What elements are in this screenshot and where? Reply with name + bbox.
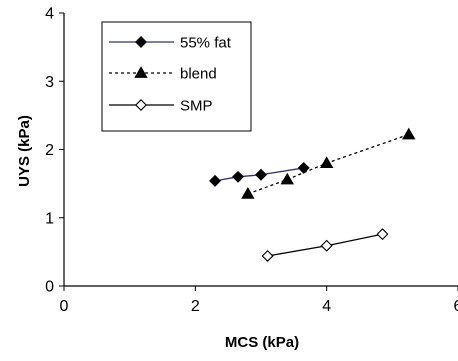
legend-item: 55% fat — [109, 35, 232, 52]
data-point — [402, 127, 416, 140]
data-point — [320, 239, 333, 252]
series-line — [247, 133, 409, 195]
series-2 — [241, 127, 416, 199]
data-point — [209, 174, 222, 187]
data-point — [280, 172, 294, 185]
axes: 0 1 2 3 4 0 2 4 6 — [45, 6, 458, 315]
y-tick-label: 2 — [45, 142, 54, 159]
series-layer — [209, 127, 416, 262]
y-tick-label: 0 — [45, 279, 54, 296]
y-tick-label: 3 — [45, 74, 54, 91]
x-tick-label: 2 — [191, 298, 200, 315]
x-axis-title: MCS (kPa) — [225, 334, 299, 351]
legend: 55% fat blend SMP — [101, 21, 252, 132]
data-point — [232, 170, 244, 183]
x-tick-label: 4 — [322, 298, 331, 315]
legend-label: SMP — [180, 98, 213, 115]
series-1 — [209, 161, 310, 187]
legend-swatch-marker — [135, 36, 147, 48]
legend-item: SMP — [109, 98, 213, 115]
data-point — [261, 249, 274, 262]
y-tick-label: 1 — [45, 210, 54, 227]
y-tick-label: 4 — [45, 6, 54, 23]
data-point — [297, 161, 310, 174]
data-point — [319, 156, 334, 169]
series-3 — [261, 228, 389, 262]
legend-label: blend — [180, 66, 217, 83]
x-tick-label: 0 — [60, 298, 69, 315]
data-point — [376, 228, 389, 241]
legend-swatch-marker — [134, 66, 148, 78]
legend-label: 55% fat — [180, 35, 232, 52]
data-point — [241, 187, 255, 199]
series-line — [214, 167, 304, 182]
legend-item: blend — [109, 66, 217, 83]
legend-swatch-marker — [135, 99, 147, 111]
y-axis-title: UYS (kPa) — [16, 115, 33, 187]
legend-box — [101, 21, 252, 132]
data-point — [255, 168, 267, 181]
x-tick-label: 6 — [454, 298, 458, 315]
